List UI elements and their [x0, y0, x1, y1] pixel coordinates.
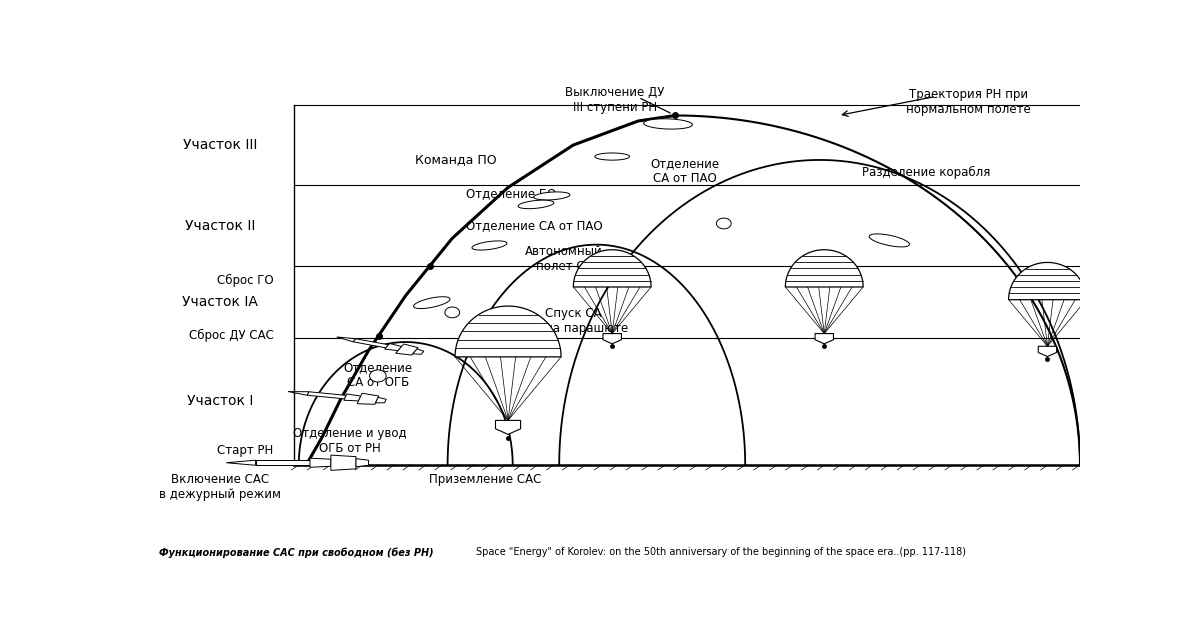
- Text: Участок III: Участок III: [182, 138, 257, 152]
- Text: Участок I: Участок I: [186, 394, 253, 408]
- Polygon shape: [288, 391, 308, 395]
- Polygon shape: [1008, 263, 1086, 300]
- Polygon shape: [472, 241, 506, 250]
- Polygon shape: [256, 460, 310, 465]
- Polygon shape: [376, 398, 386, 403]
- Polygon shape: [414, 297, 450, 308]
- Polygon shape: [227, 460, 256, 465]
- Polygon shape: [356, 459, 368, 467]
- Text: Сброс ДУ САС: Сброс ДУ САС: [188, 329, 274, 342]
- Polygon shape: [370, 370, 386, 382]
- Polygon shape: [396, 344, 418, 355]
- Text: Выключение ДУ
III ступени РН: Выключение ДУ III ступени РН: [565, 86, 665, 114]
- Polygon shape: [604, 334, 622, 344]
- Text: Сброс ГО: Сброс ГО: [217, 274, 274, 287]
- Polygon shape: [595, 153, 630, 160]
- Polygon shape: [331, 455, 356, 470]
- Polygon shape: [518, 200, 553, 209]
- Text: Отделение
СА от ПАО: Отделение СА от ПАО: [650, 157, 719, 186]
- Text: Отделение СА от ПАО: Отделение СА от ПАО: [467, 219, 602, 232]
- Polygon shape: [869, 234, 910, 247]
- Text: Функционирование САС при свободном (без РН): Функционирование САС при свободном (без …: [160, 547, 437, 558]
- Text: Участок IА: Участок IА: [182, 295, 258, 309]
- Text: Включение САС
в дежурный режим: Включение САС в дежурный режим: [158, 473, 281, 502]
- Polygon shape: [310, 458, 331, 467]
- Text: Команда ПО: Команда ПО: [415, 154, 497, 166]
- Polygon shape: [445, 307, 460, 318]
- Polygon shape: [496, 420, 521, 435]
- Text: Отделение
СА от ОГБ: Отделение СА от ОГБ: [343, 361, 413, 389]
- Polygon shape: [344, 394, 361, 401]
- Text: Траектория РН при
нормальном полете: Траектория РН при нормальном полете: [906, 88, 1031, 116]
- Text: Разделение корабля: Разделение корабля: [863, 166, 991, 179]
- Polygon shape: [358, 393, 379, 404]
- Polygon shape: [413, 349, 424, 354]
- Text: Участок II: Участок II: [185, 219, 254, 233]
- Text: Автономный
полет СА: Автономный полет СА: [524, 246, 602, 273]
- Polygon shape: [385, 344, 402, 350]
- Polygon shape: [815, 334, 834, 344]
- Polygon shape: [455, 306, 562, 357]
- Polygon shape: [337, 337, 355, 342]
- Polygon shape: [643, 119, 692, 129]
- Text: Отделение и увод
ОГБ от РН: Отделение и увод ОГБ от РН: [293, 427, 407, 455]
- Text: Спуск СА
на парашюте: Спуск СА на парашюте: [545, 307, 629, 335]
- Text: Приземление САС: Приземление САС: [428, 473, 541, 487]
- Polygon shape: [353, 339, 389, 348]
- Text: Отделение БО: Отделение БО: [467, 187, 557, 200]
- Polygon shape: [307, 392, 346, 399]
- Polygon shape: [785, 250, 863, 287]
- Text: Старт РН: Старт РН: [217, 443, 274, 456]
- Polygon shape: [574, 250, 652, 287]
- Polygon shape: [716, 218, 731, 229]
- Polygon shape: [534, 192, 570, 200]
- Polygon shape: [1038, 346, 1057, 357]
- Text: Space "Energy" of Korolev: on the 50th anniversary of the beginning of the space: Space "Energy" of Korolev: on the 50th a…: [475, 547, 966, 557]
